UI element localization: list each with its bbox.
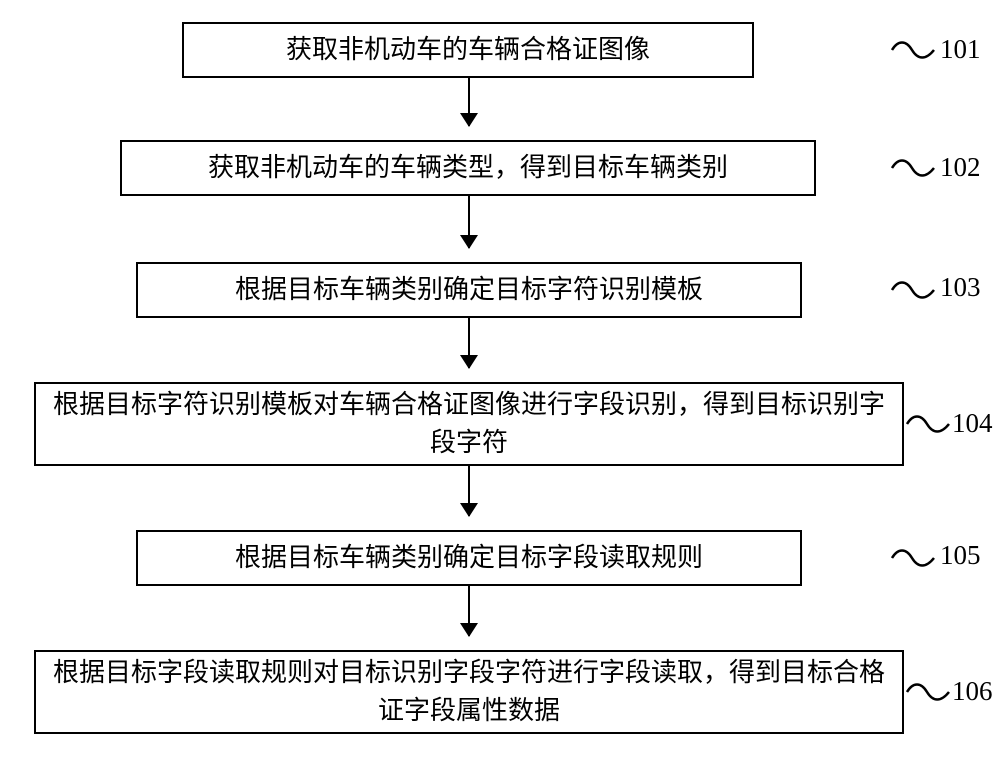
step-text-1: 获取非机动车的车辆合格证图像 [286,31,650,69]
arrow-2-3 [468,196,470,248]
step-box-1: 获取非机动车的车辆合格证图像 [182,22,754,78]
step-box-6: 根据目标字段读取规则对目标识别字段字符进行字段读取，得到目标合格证字段属性数据 [34,650,904,734]
step-box-4: 根据目标字符识别模板对车辆合格证图像进行字段识别，得到目标识别字段字符 [34,382,904,466]
step-label-5: 105 [940,540,981,571]
step-box-2: 获取非机动车的车辆类型，得到目标车辆类别 [120,140,816,196]
connector-squiggle-4 [905,410,951,438]
arrow-1-2 [468,78,470,126]
connector-squiggle-3 [890,276,936,304]
step-text-2: 获取非机动车的车辆类型，得到目标车辆类别 [208,149,728,187]
connector-squiggle-1 [890,36,936,64]
connector-squiggle-2 [890,154,936,182]
step-text-5: 根据目标车辆类别确定目标字段读取规则 [235,539,703,577]
arrow-3-4 [468,318,470,368]
connector-squiggle-5 [890,544,936,572]
step-label-6: 106 [952,676,993,707]
step-label-4: 104 [952,408,993,439]
step-box-3: 根据目标车辆类别确定目标字符识别模板 [136,262,802,318]
flowchart-canvas: 获取非机动车的车辆合格证图像 101 获取非机动车的车辆类型，得到目标车辆类别 … [0,0,1000,759]
step-label-1: 101 [940,34,981,65]
connector-squiggle-6 [905,678,951,706]
arrow-5-6 [468,586,470,636]
arrow-4-5 [468,466,470,516]
step-label-2: 102 [940,152,981,183]
step-text-3: 根据目标车辆类别确定目标字符识别模板 [235,271,703,309]
step-text-6: 根据目标字段读取规则对目标识别字段字符进行字段读取，得到目标合格证字段属性数据 [50,654,888,729]
step-box-5: 根据目标车辆类别确定目标字段读取规则 [136,530,802,586]
step-label-3: 103 [940,272,981,303]
step-text-4: 根据目标字符识别模板对车辆合格证图像进行字段识别，得到目标识别字段字符 [50,386,888,461]
